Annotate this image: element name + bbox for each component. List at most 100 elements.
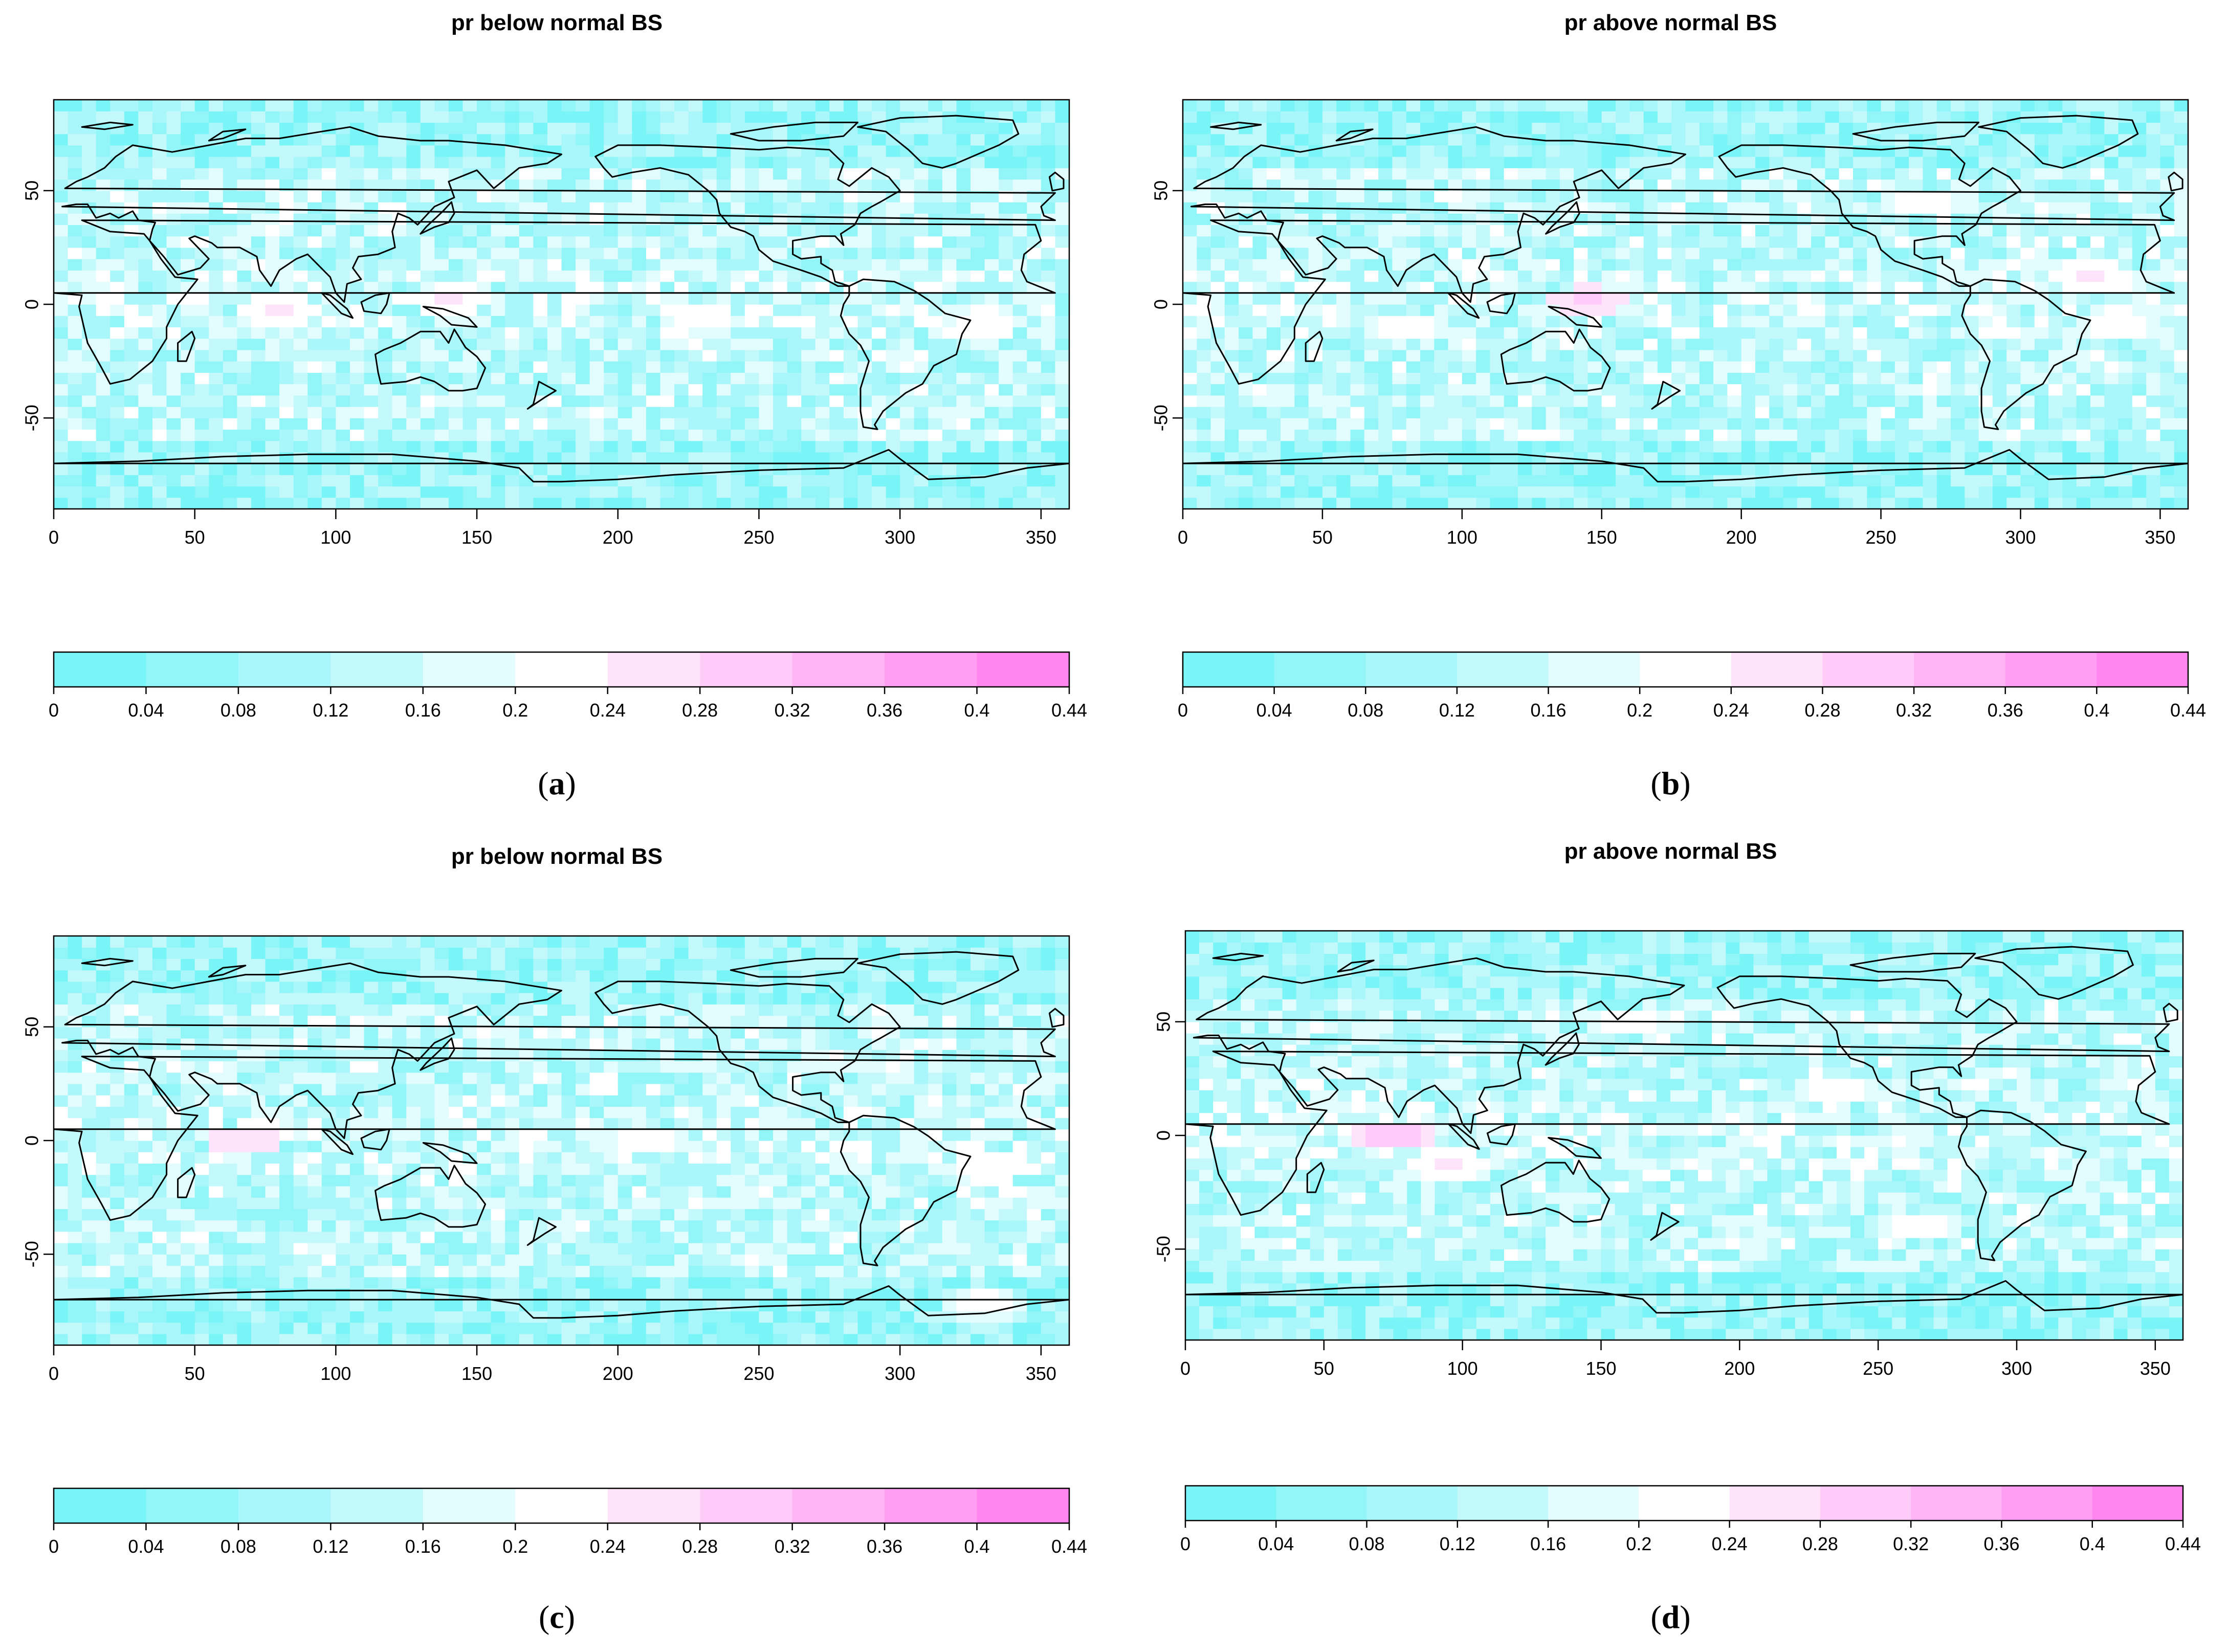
y-tick-label: -50 xyxy=(1153,1236,1174,1262)
colorbar-tick-label: 0.2 xyxy=(1627,700,1652,721)
colorbar-tick-label: 0.24 xyxy=(1713,700,1749,721)
panel-label: (b) xyxy=(1650,765,1691,801)
colorbar-bin xyxy=(146,652,239,687)
colorbar-tick-label: 0.04 xyxy=(1258,1533,1294,1554)
colorbar-tick-label: 0.04 xyxy=(128,700,164,721)
x-tick-label: 200 xyxy=(1724,1358,1755,1379)
x-tick-label: 350 xyxy=(1026,1363,1056,1384)
y-tick-label: 0 xyxy=(21,299,42,309)
heatmap-field xyxy=(1185,931,2183,1340)
colorbar-tick-label: 0.36 xyxy=(1988,700,2023,721)
x-tick-label: 300 xyxy=(2005,527,2036,548)
colorbar-tick-label: 0.4 xyxy=(964,1536,990,1557)
colorbar-tick-label: 0.36 xyxy=(867,1536,902,1557)
colorbar-bin xyxy=(330,1488,424,1523)
colorbar-bin xyxy=(1914,652,2006,687)
x-tick-label: 150 xyxy=(1586,527,1617,548)
colorbar-bin xyxy=(607,1488,700,1523)
colorbar-tick-label: 0.28 xyxy=(1804,700,1840,721)
heatmap-field xyxy=(54,100,1069,509)
colorbar-tick-label: 0.08 xyxy=(1349,1533,1385,1554)
y-tick-label: -50 xyxy=(1151,405,1172,431)
colorbar-bin xyxy=(700,652,793,687)
colorbar-tick-label: 0.2 xyxy=(1626,1533,1651,1554)
colorbar-tick-label: 0.04 xyxy=(1256,700,1292,721)
colorbar-bin xyxy=(1822,652,1914,687)
x-tick-label: 100 xyxy=(320,527,351,548)
colorbar-tick-label: 0.32 xyxy=(775,700,810,721)
colorbar-bin xyxy=(1365,652,1458,687)
colorbar-tick-label: 0.08 xyxy=(1348,700,1383,721)
coastlines xyxy=(54,115,1069,483)
x-tick-label: 250 xyxy=(1863,1358,1893,1379)
colorbar-frame xyxy=(1182,651,2189,688)
colorbar-bin xyxy=(54,652,146,687)
colorbar: 0 0.04 0.08 0.12 0.16 0.2 0.24 0.28 0.32 0.36 0.4 0… xyxy=(49,651,1087,721)
colorbar-tick-label: 0.12 xyxy=(313,1536,348,1557)
colorbar-bin xyxy=(1276,1486,1367,1521)
colorbar-bin xyxy=(330,652,424,687)
panel-c: pr below normal BS 0 50 100 150 200 250 300 350… xyxy=(0,826,1114,1652)
colorbar-tick-label: 0.4 xyxy=(964,700,990,721)
colorbar-bin xyxy=(1729,1486,1821,1521)
x-tick-label: 0 xyxy=(1178,527,1188,548)
colorbar-bin xyxy=(1457,652,1549,687)
colorbar-tick-label: 0 xyxy=(1178,700,1188,721)
colorbar-tick-label: 0.4 xyxy=(2084,700,2109,721)
panel-b: pr above normal BS 0 50 100 150 200 250 300 350… xyxy=(1114,0,2227,826)
colorbar-bin xyxy=(423,1488,516,1523)
colorbar-tick-label: 0.04 xyxy=(128,1536,164,1557)
y-tick-label: 50 xyxy=(1153,1012,1174,1032)
x-tick-label: 150 xyxy=(461,527,492,548)
colorbar-tick-label: 0.44 xyxy=(1051,700,1087,721)
colorbar-bin xyxy=(1640,652,1732,687)
panel-a: pr below normal BS 0 50 100 150 200 250 300 350… xyxy=(0,0,1114,826)
colorbar-tick-label: 0.28 xyxy=(682,1536,718,1557)
x-tick-label: 100 xyxy=(1447,1358,1478,1379)
heatmap-field xyxy=(54,936,1069,1345)
x-tick-label: 0 xyxy=(49,527,59,548)
colorbar: 0 0.04 0.08 0.12 0.16 0.2 0.24 0.28 0.32 0.36 0.4 0… xyxy=(1180,1485,2201,1554)
colorbar-bin xyxy=(1185,1486,1276,1521)
panel-d: pr above normal BS 0 50 100 150 200 250 300 350… xyxy=(1114,826,2227,1652)
colorbar-tick-label: 0.08 xyxy=(220,700,256,721)
colorbar-tick-label: 0.12 xyxy=(1440,1533,1475,1554)
x-tick-label: 250 xyxy=(743,1363,774,1384)
y-tick-label: -50 xyxy=(21,405,42,431)
x-tick-label: 100 xyxy=(320,1363,351,1384)
colorbar-bin xyxy=(607,652,700,687)
colorbar-tick-label: 0.28 xyxy=(1802,1533,1838,1554)
colorbar-bin xyxy=(146,1488,239,1523)
colorbar-bin xyxy=(700,1488,793,1523)
colorbar-tick-label: 0.32 xyxy=(1896,700,1932,721)
colorbar-bin xyxy=(1820,1486,1911,1521)
colorbar-bin xyxy=(2092,1486,2183,1521)
x-tick-label: 150 xyxy=(1585,1358,1616,1379)
y-tick-label: 0 xyxy=(1153,1130,1174,1141)
x-tick-label: 50 xyxy=(185,527,205,548)
colorbar-bin xyxy=(885,1488,978,1523)
colorbar-bin xyxy=(1548,652,1640,687)
colorbar-tick-label: 0 xyxy=(49,700,59,721)
colorbar-tick-label: 0.44 xyxy=(1051,1536,1087,1557)
colorbar-tick-label: 0.24 xyxy=(590,1536,626,1557)
x-tick-label: 300 xyxy=(885,527,915,548)
colorbar-bin xyxy=(1274,652,1366,687)
colorbar-bin xyxy=(885,652,978,687)
heatmap-field xyxy=(1183,100,2188,509)
colorbar-bin xyxy=(2005,652,2097,687)
colorbar-bin xyxy=(977,1488,1070,1523)
x-tick-label: 200 xyxy=(603,1363,633,1384)
colorbar-tick-label: 0.2 xyxy=(502,700,528,721)
colorbar-tick-label: 0 xyxy=(1180,1533,1190,1554)
colorbar-tick-label: 0 xyxy=(49,1536,59,1557)
x-tick-label: 50 xyxy=(1312,527,1333,548)
colorbar-bin xyxy=(977,652,1070,687)
coastlines xyxy=(1183,115,2188,483)
colorbar-bin xyxy=(1366,1486,1458,1521)
colorbar-tick-label: 0.12 xyxy=(313,700,348,721)
panel-label: (c) xyxy=(538,1599,576,1635)
coastlines xyxy=(54,951,1069,1319)
y-tick-label: -50 xyxy=(21,1241,42,1267)
colorbar-tick-label: 0.32 xyxy=(775,1536,810,1557)
